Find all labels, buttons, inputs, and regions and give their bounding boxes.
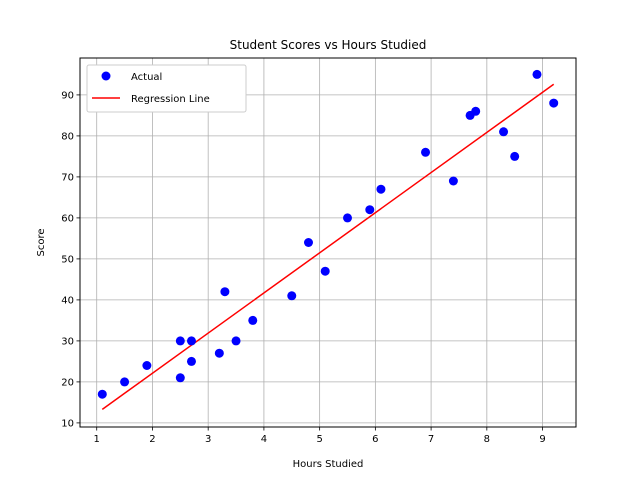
- data-point: [448, 176, 458, 186]
- y-tick-label: 30: [61, 336, 74, 347]
- data-point: [320, 266, 330, 276]
- data-point: [214, 348, 224, 358]
- data-point: [376, 184, 386, 194]
- scatter-point-layer: [97, 69, 559, 399]
- y-tick-label: 80: [61, 131, 74, 142]
- data-point: [343, 213, 353, 223]
- x-axis-label: Hours Studied: [293, 459, 364, 470]
- data-point: [175, 373, 185, 383]
- data-point: [220, 287, 230, 297]
- y-tick-label: 20: [61, 377, 74, 388]
- legend: Actual Regression Line: [86, 64, 247, 113]
- data-point: [471, 106, 481, 116]
- data-point: [97, 389, 107, 399]
- data-point: [303, 238, 313, 247]
- legend-box: [86, 64, 247, 113]
- x-tick-label: 6: [372, 434, 378, 445]
- x-tick-label: 5: [316, 434, 322, 445]
- legend-label-regression-line: Regression Line: [131, 94, 210, 105]
- y-axis: 10 20 30 40 50 60 70 80 90: [61, 90, 80, 429]
- chart-title: Student Scores vs Hours Studied: [230, 38, 427, 52]
- y-axis-label: Score: [36, 228, 47, 256]
- x-tick-label: 7: [428, 434, 434, 445]
- data-point: [287, 291, 297, 301]
- data-point: [248, 315, 258, 325]
- data-point: [499, 127, 509, 137]
- regression-line: [101, 83, 555, 410]
- x-tick-label: 1: [94, 434, 100, 445]
- data-point: [186, 356, 196, 366]
- x-axis: 1 2 3 4 5 6 7 8 9: [94, 427, 546, 445]
- y-tick-label: 10: [61, 418, 74, 429]
- data-point: [120, 377, 130, 387]
- regression-line-layer: [101, 83, 555, 410]
- data-point: [549, 98, 559, 108]
- legend-marker-actual: [101, 71, 111, 81]
- x-tick-label: 9: [539, 434, 545, 445]
- data-point: [231, 336, 241, 346]
- y-tick-label: 70: [61, 172, 74, 183]
- data-point: [142, 361, 152, 370]
- data-point: [421, 147, 431, 157]
- x-tick-label: 2: [149, 434, 155, 445]
- plot-frame: [79, 57, 577, 428]
- data-point: [186, 336, 196, 346]
- data-point: [510, 151, 520, 161]
- y-tick-label: 90: [61, 90, 74, 101]
- y-tick-label: 60: [61, 213, 74, 224]
- x-tick-label: 4: [261, 434, 267, 445]
- data-point: [175, 336, 185, 346]
- y-tick-label: 40: [61, 295, 74, 306]
- grid: [80, 58, 576, 427]
- y-tick-label: 50: [61, 254, 74, 265]
- x-tick-label: 8: [484, 434, 490, 445]
- data-point: [365, 205, 375, 215]
- x-tick-label: 3: [205, 434, 211, 445]
- data-point: [532, 69, 542, 79]
- legend-label-actual: Actual: [131, 72, 162, 83]
